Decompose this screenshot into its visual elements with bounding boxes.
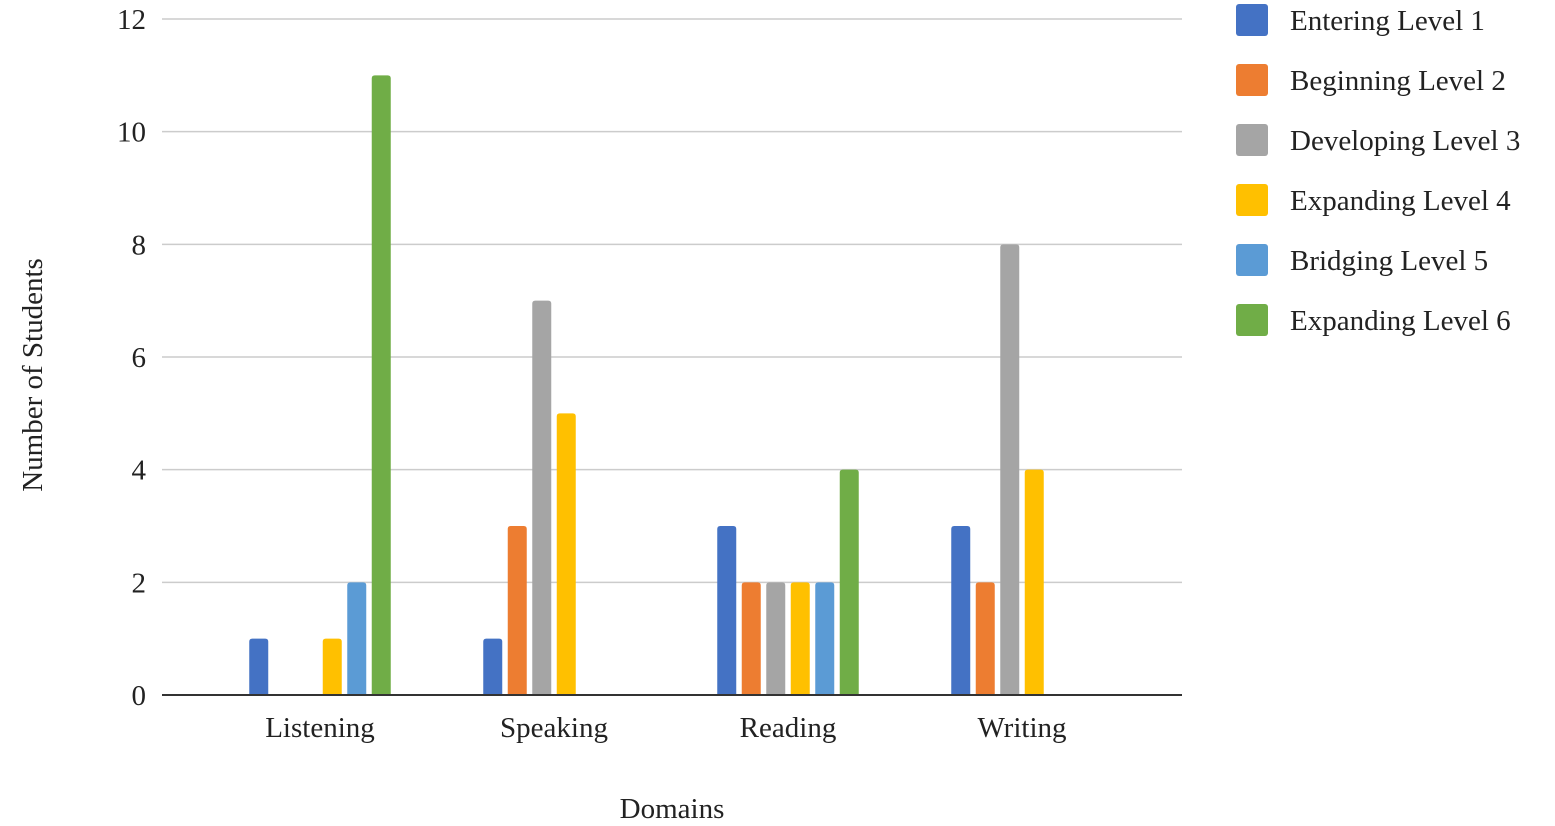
y-axis-ticks: 0 2 4 6 8 10 12 (117, 4, 147, 712)
bar-beginning-level-2-reading (741, 582, 761, 695)
y-tick-label: 12 (117, 4, 146, 36)
legend-item: Expanding Level 6 (1236, 304, 1511, 337)
legend-swatch (1236, 244, 1268, 276)
legend-item: Bridging Level 5 (1236, 244, 1488, 277)
y-tick-label: 0 (132, 680, 147, 712)
x-axis-title: Domains (620, 793, 725, 825)
bar-expanding-level-6-reading (839, 469, 859, 695)
legend-label: Entering Level 1 (1290, 5, 1485, 37)
bar-entering-level-1-speaking (483, 638, 503, 695)
legend-label: Developing Level 3 (1290, 125, 1520, 157)
y-tick-label: 8 (132, 229, 147, 261)
y-tick-label: 4 (132, 455, 147, 487)
bar-entering-level-1-writing (951, 526, 971, 695)
legend-item: Entering Level 1 (1236, 4, 1485, 37)
bar-expanding-level-4-speaking (556, 413, 576, 695)
legend-item: Expanding Level 4 (1236, 184, 1511, 217)
bar-bridging-level-5-listening (347, 582, 367, 695)
legend-label: Expanding Level 4 (1290, 185, 1511, 217)
y-tick-label: 6 (132, 342, 147, 374)
x-tick-label: Listening (265, 712, 375, 744)
bar-developing-level-3-writing (1000, 244, 1020, 696)
legend-label: Bridging Level 5 (1290, 245, 1488, 277)
bar-bridging-level-5-reading (815, 582, 835, 695)
bar-expanding-level-6-listening (371, 75, 391, 696)
legend-label: Beginning Level 2 (1290, 65, 1506, 97)
y-tick-label: 10 (117, 117, 146, 149)
legend-swatch (1236, 184, 1268, 216)
bar-developing-level-3-speaking (532, 300, 552, 695)
legend-label: Expanding Level 6 (1290, 305, 1511, 337)
bars (249, 75, 1044, 696)
bar-entering-level-1-reading (717, 526, 737, 695)
x-tick-label: Writing (977, 712, 1066, 744)
legend-swatch (1236, 64, 1268, 96)
legend-swatch (1236, 124, 1268, 156)
bar-entering-level-1-listening (249, 638, 269, 695)
x-axis-ticks: Listening Speaking Reading Writing (265, 712, 1066, 744)
y-tick-label: 2 (132, 567, 147, 599)
bar-beginning-level-2-speaking (507, 526, 527, 695)
legend: Entering Level 1 Beginning Level 2 Develop… (1236, 4, 1520, 337)
bar-expanding-level-4-writing (1024, 469, 1044, 695)
bar-beginning-level-2-writing (975, 582, 995, 695)
legend-swatch (1236, 304, 1268, 336)
legend-item: Beginning Level 2 (1236, 64, 1506, 97)
x-tick-label: Speaking (500, 712, 608, 744)
x-tick-label: Reading (740, 712, 837, 744)
y-axis-title: Number of Students (17, 258, 49, 492)
bar-expanding-level-4-reading (790, 582, 810, 695)
legend-item: Developing Level 3 (1236, 124, 1520, 157)
bar-developing-level-3-reading (766, 582, 786, 695)
legend-swatch (1236, 4, 1268, 36)
bar-expanding-level-4-listening (322, 638, 342, 695)
